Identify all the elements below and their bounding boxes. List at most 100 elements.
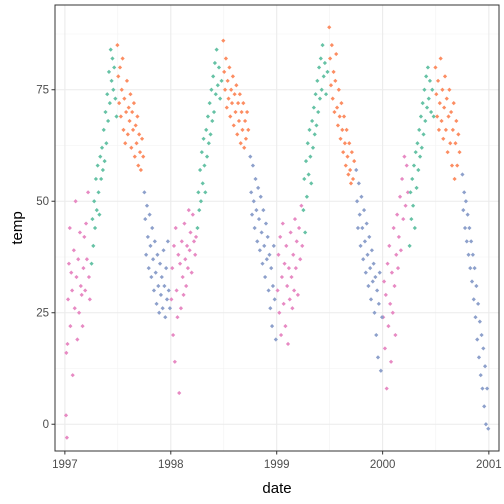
data-point: [344, 127, 349, 132]
data-point: [285, 341, 291, 347]
data-point: [385, 261, 390, 266]
data-point: [390, 310, 395, 315]
data-point: [486, 426, 491, 431]
data-point: [261, 208, 266, 213]
data-point: [211, 74, 216, 79]
data-point: [143, 216, 148, 222]
x-tick-label: 1999: [264, 459, 290, 471]
data-point: [249, 212, 255, 217]
data-point: [106, 69, 112, 74]
data-point: [388, 359, 394, 364]
data-point: [325, 69, 330, 74]
data-point: [104, 141, 109, 146]
data-point: [224, 105, 229, 110]
data-point: [69, 270, 74, 275]
data-point: [414, 185, 419, 190]
data-point: [77, 230, 83, 235]
data-point: [72, 306, 77, 311]
data-point: [370, 279, 375, 284]
data-point: [256, 216, 262, 222]
data-point: [462, 190, 467, 195]
data-point: [226, 96, 231, 101]
data-point: [422, 87, 427, 92]
data-point: [222, 87, 228, 92]
data-point: [371, 261, 376, 266]
data-point: [221, 38, 226, 43]
data-point: [300, 243, 305, 248]
data-point: [197, 208, 202, 213]
data-point: [475, 337, 480, 342]
data-point: [431, 114, 436, 119]
data-point: [478, 373, 483, 378]
data-point: [387, 243, 392, 248]
data-point: [243, 136, 249, 141]
data-point: [433, 65, 438, 70]
data-point: [338, 136, 343, 141]
data-point: [123, 109, 129, 115]
data-point: [374, 332, 379, 338]
data-point: [111, 87, 116, 92]
data-point: [287, 297, 292, 302]
data-point: [214, 47, 219, 52]
data-point: [130, 109, 135, 115]
data-point: [328, 83, 334, 88]
data-point: [361, 257, 366, 262]
data-point: [237, 92, 242, 97]
data-point: [242, 118, 248, 124]
data-point: [320, 43, 325, 48]
data-point: [99, 145, 105, 150]
data-point: [154, 301, 159, 306]
data-point: [372, 310, 377, 315]
data-point: [354, 167, 359, 173]
data-point: [336, 87, 341, 92]
data-point: [124, 78, 130, 83]
data-point: [70, 288, 75, 293]
data-point: [250, 163, 256, 168]
data-point: [435, 78, 441, 83]
data-point: [231, 123, 236, 128]
data-point: [334, 105, 340, 110]
data-point: [411, 163, 417, 168]
grid-lines: [55, 5, 499, 451]
data-point: [255, 239, 260, 244]
data-point: [446, 114, 451, 119]
data-point: [248, 154, 253, 159]
data-point: [472, 266, 477, 271]
data-point: [335, 123, 341, 128]
data-point: [158, 292, 164, 297]
data-point: [358, 243, 363, 248]
data-point: [428, 109, 434, 115]
data-point: [378, 368, 383, 373]
data-point: [227, 65, 232, 70]
data-point: [450, 127, 455, 132]
data-point: [307, 127, 312, 132]
data-point: [481, 346, 486, 351]
data-point: [479, 332, 484, 338]
data-point: [347, 141, 352, 146]
data-point: [64, 350, 69, 355]
data-point: [348, 167, 353, 173]
data-point: [234, 83, 239, 88]
data-point: [341, 150, 346, 155]
data-point: [346, 172, 351, 177]
data-point: [252, 225, 257, 231]
data-point: [191, 239, 197, 244]
data-point: [166, 288, 171, 293]
data-point: [130, 127, 136, 132]
data-point: [107, 101, 112, 106]
data-point: [91, 243, 96, 248]
data-point: [277, 310, 282, 315]
data-point: [145, 234, 150, 240]
data-point: [177, 390, 182, 396]
data-point: [405, 190, 410, 195]
data-point: [112, 65, 117, 70]
data-point: [308, 154, 313, 159]
data-point: [476, 301, 481, 306]
data-point: [142, 190, 147, 195]
data-point: [273, 337, 278, 342]
data-point: [212, 60, 217, 66]
data-point: [75, 337, 80, 342]
data-point: [118, 114, 123, 119]
data-point: [139, 136, 145, 141]
data-point: [285, 283, 290, 289]
